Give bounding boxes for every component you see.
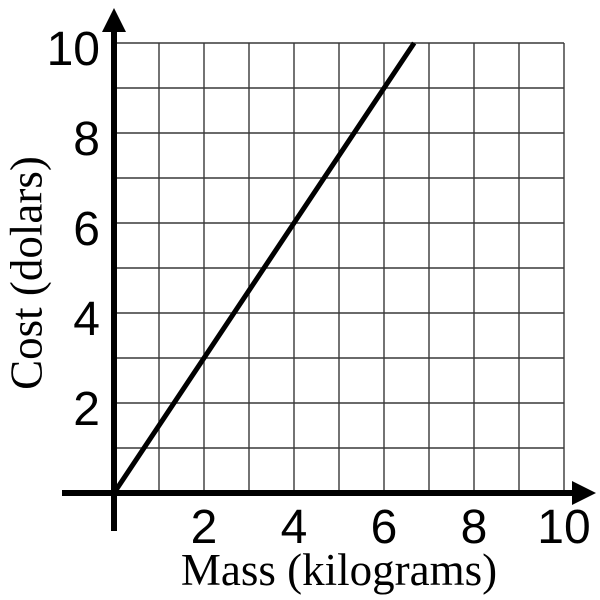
x-tick-label: 10 xyxy=(537,501,591,554)
y-axis-label: Cost (dolars) xyxy=(1,156,52,390)
x-axis-label: Mass (kilograms) xyxy=(180,545,498,595)
y-tick-label: 6 xyxy=(73,203,100,256)
x-tick-label: 6 xyxy=(370,501,398,554)
y-tick-label: 8 xyxy=(73,113,100,166)
y-tick-label: 4 xyxy=(73,293,100,346)
x-tick-label: 2 xyxy=(190,501,218,554)
cost-vs-mass-line xyxy=(111,41,417,495)
x-axis-arrow-icon xyxy=(572,481,596,505)
x-tick-label: 8 xyxy=(460,501,488,554)
x-tick-label: 4 xyxy=(280,501,308,554)
y-tick-label: 10 xyxy=(46,23,100,76)
y-tick-label: 2 xyxy=(73,383,100,436)
y-axis-arrow-icon xyxy=(102,8,126,32)
